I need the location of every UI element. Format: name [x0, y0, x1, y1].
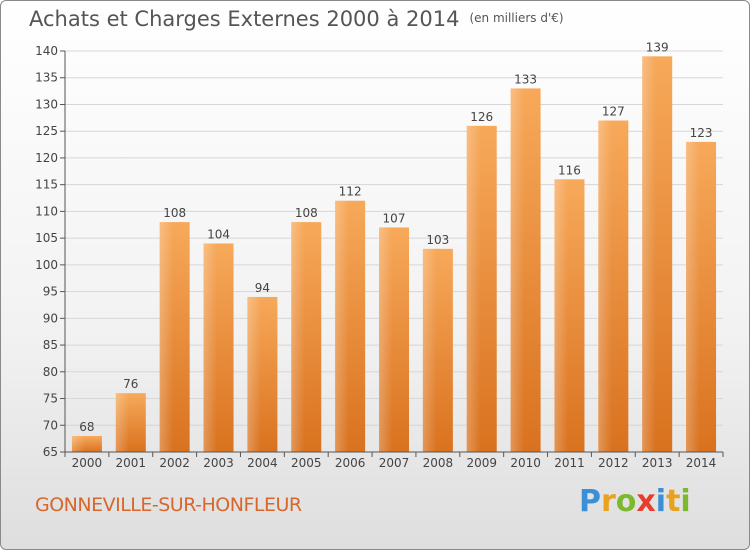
data-label: 126 — [470, 110, 493, 124]
chart-title: Achats et Charges Externes 2000 à 2014 (e… — [29, 7, 564, 31]
bar-highlight — [335, 200, 349, 452]
x-tick-label: 2009 — [466, 456, 497, 470]
commune-name: GONNEVILLE-SUR-HONFLEUR — [35, 494, 302, 516]
x-axis: 2000 2001 2002 2003 2004 2005 2006 2007 2008 2009… — [64, 451, 724, 470]
brand-letter: i — [655, 484, 667, 519]
bar-highlight — [466, 125, 481, 452]
proxiti-logo[interactable]: Proxiti — [579, 484, 691, 519]
data-label: 139 — [646, 40, 669, 54]
bar-highlight — [159, 222, 174, 452]
x-tick-label: 2011 — [554, 456, 585, 470]
data-label: 103 — [426, 233, 449, 247]
bar-highlight — [554, 179, 568, 452]
data-label: 108 — [163, 206, 186, 220]
bar-highlight — [247, 296, 261, 452]
x-tick-label: 2005 — [291, 456, 322, 470]
y-tick-label: 140 — [35, 44, 58, 58]
y-tick-label: 75 — [43, 392, 58, 406]
x-tick-label: 2002 — [159, 456, 190, 470]
brand-letter: r — [601, 484, 616, 519]
brand-letter: i — [680, 484, 691, 519]
brand-letter: t — [666, 484, 681, 519]
x-tick-label: 2007 — [379, 456, 410, 470]
bar-highlight — [422, 248, 437, 452]
data-label: 108 — [295, 206, 318, 220]
y-tick-label: 80 — [43, 365, 58, 379]
bar-highlight — [379, 227, 393, 452]
x-tick-label: 2003 — [203, 456, 234, 470]
x-tick-label: 2000 — [72, 456, 103, 470]
data-label: 112 — [339, 185, 362, 199]
y-axis: 65 70 75 80 85 90 95 100 105 110 115 120 125 130 135 14… — [35, 44, 66, 459]
x-tick-label: 2001 — [116, 456, 147, 470]
y-tick-label: 65 — [43, 445, 58, 459]
chart-title-text: Achats et Charges Externes 2000 à 2014 — [29, 7, 460, 31]
y-tick-label: 135 — [35, 71, 58, 85]
data-label: 133 — [514, 72, 537, 86]
data-label: 116 — [558, 163, 581, 177]
y-tick-label: 125 — [35, 124, 58, 138]
bar-highlight — [203, 243, 218, 452]
bar-highlight — [291, 222, 305, 452]
x-tick-label: 2008 — [423, 456, 454, 470]
y-tick-label: 100 — [35, 258, 58, 272]
bar-highlight — [510, 88, 525, 452]
x-tick-label: 2013 — [642, 456, 673, 470]
brand-letter: P — [579, 484, 601, 519]
brand-letter: x — [636, 484, 656, 519]
data-label: 68 — [79, 420, 94, 434]
y-tick-label: 120 — [35, 151, 58, 165]
bar-highlight — [686, 141, 700, 453]
y-tick-label: 85 — [43, 338, 58, 352]
data-label: 123 — [690, 126, 713, 140]
x-tick-label: 2006 — [335, 456, 366, 470]
y-tick-label: 130 — [35, 97, 58, 111]
x-tick-label: 2004 — [247, 456, 278, 470]
chart-unit: (en milliers d'€) — [469, 11, 564, 25]
y-tick-label: 105 — [35, 231, 58, 245]
bar-highlight — [642, 56, 656, 452]
data-label: 107 — [383, 211, 406, 225]
data-label: 76 — [123, 377, 138, 391]
y-tick-label: 110 — [35, 204, 58, 218]
x-tick-label: 2012 — [598, 456, 629, 470]
bars: 68 76 108 104 94 108 112 107 103 126 133 116 127 139 1… — [71, 40, 717, 453]
data-label: 104 — [207, 227, 230, 241]
brand-letter: o — [615, 484, 637, 519]
bar-highlight — [71, 435, 86, 452]
data-label: 94 — [255, 281, 270, 295]
bar-highlight — [115, 393, 130, 452]
data-label: 127 — [602, 105, 625, 119]
y-tick-label: 95 — [43, 285, 58, 299]
y-tick-label: 70 — [43, 418, 58, 432]
y-tick-label: 90 — [43, 311, 58, 325]
y-tick-label: 115 — [35, 178, 58, 192]
x-tick-label: 2014 — [686, 456, 717, 470]
bar-highlight — [598, 120, 612, 453]
x-tick-label: 2010 — [510, 456, 541, 470]
